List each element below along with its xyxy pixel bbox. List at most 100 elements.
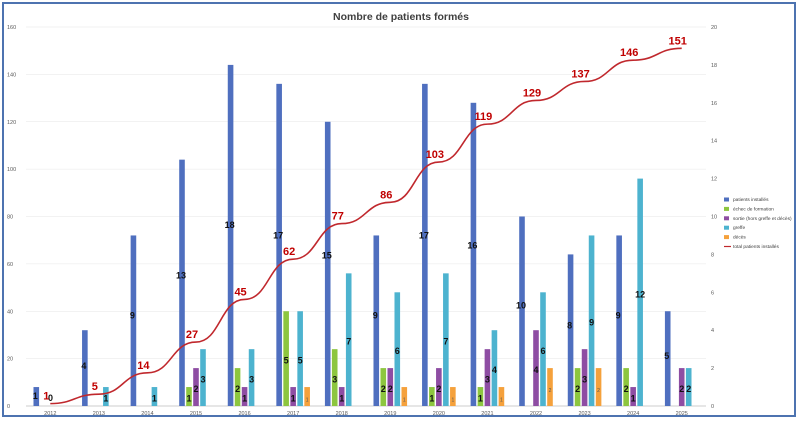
bar-greffe <box>394 292 401 406</box>
bar--chec-de-formation <box>574 368 581 406</box>
cumulative-value-label: 103 <box>426 149 444 161</box>
bar-greffe <box>103 387 109 406</box>
bar-data-label: 1 <box>500 398 503 404</box>
right-axis-tick-label: 6 <box>711 290 714 296</box>
x-tick-label: 2014 <box>141 411 153 415</box>
cumulative-value-label: 137 <box>571 68 589 80</box>
right-axis-tick-label: 20 <box>711 25 717 31</box>
left-axis-tick-label: 40 <box>7 309 13 315</box>
bar-greffe <box>588 235 595 406</box>
bar-greffe <box>151 387 158 406</box>
bar--chec-de-formation <box>186 387 192 406</box>
bar-data-label: 5 <box>298 356 303 366</box>
bar-patients-install-s <box>276 83 282 406</box>
cumulative-value-label: 129 <box>523 87 541 99</box>
bar--chec-de-formation <box>623 368 629 406</box>
zero-data-label: 0 <box>48 393 53 403</box>
right-axis-tick-label: 4 <box>711 328 714 334</box>
bar-data-label: 5 <box>284 356 289 366</box>
legend-label: échec de formation <box>733 206 774 212</box>
cumulative-line <box>50 47 682 405</box>
right-axis-tick-label: 18 <box>711 63 717 69</box>
bar-greffe <box>491 330 498 406</box>
right-axis-tick-label: 8 <box>711 252 714 258</box>
cumulative-value-label: 77 <box>332 211 344 223</box>
bar--chec-de-formation <box>477 387 484 406</box>
x-tick-label: 2023 <box>578 411 590 415</box>
bar-patients-install-s <box>33 387 40 406</box>
x-tick-label: 2013 <box>93 411 105 415</box>
bar-greffe <box>540 292 546 406</box>
left-axis-tick-label: 80 <box>7 215 13 221</box>
bars <box>33 64 692 407</box>
bar-data-label: 17 <box>273 230 283 240</box>
x-tick-label: 2015 <box>190 411 202 415</box>
left-axis-tick-label: 100 <box>7 167 16 173</box>
bar-data-label: 12 <box>635 289 645 299</box>
bar-greffe <box>248 349 255 406</box>
bar-data-label: 2 <box>679 384 684 394</box>
bar-d-c-s <box>304 387 310 406</box>
bar-sortie-hors-greffe-et-d-c-s- <box>193 368 199 406</box>
cumulative-value-label: 45 <box>234 286 246 298</box>
legend-label: greffe <box>733 225 746 231</box>
bar-greffe <box>297 311 303 406</box>
cumulative-value-label: 86 <box>380 189 392 201</box>
left-axis-tick-label: 160 <box>7 25 16 31</box>
bar-data-label: 18 <box>225 220 235 230</box>
bar-sortie-hors-greffe-et-d-c-s- <box>387 368 394 406</box>
right-axis-tick-label: 2 <box>711 366 714 372</box>
bar-data-label: 1 <box>478 394 483 404</box>
bar-data-label: 1 <box>306 398 309 404</box>
bar-data-label: 16 <box>467 240 477 250</box>
right-axis-tick-label: 14 <box>711 139 717 145</box>
bar-patients-install-s <box>373 235 380 406</box>
bar--chec-de-formation <box>234 368 241 406</box>
legend-swatch <box>724 225 729 230</box>
bar-data-label: 8 <box>567 321 572 331</box>
bar-data-label: 9 <box>130 311 135 321</box>
bar-patients-install-s <box>664 311 671 406</box>
bar-data-label: 2 <box>575 384 580 394</box>
bar-data-label: 2 <box>597 388 600 394</box>
cumulative-value-label: 1 <box>43 391 49 403</box>
cumulative-value-label: 14 <box>137 360 150 372</box>
bar-data-label: 5 <box>664 351 669 361</box>
left-axis-tick-label: 140 <box>7 72 16 78</box>
bar-data-label: 1 <box>33 391 38 401</box>
bar-d-c-s <box>595 368 602 406</box>
chart-frame: Nombre de patients formés 0 20 40 60 80 100 12… <box>2 2 796 417</box>
bar-data-label: 1 <box>451 398 454 404</box>
bar-data-label: 2 <box>686 384 691 394</box>
bar-patients-install-s <box>567 254 574 406</box>
gridlines <box>26 26 706 407</box>
bar-data-label: 3 <box>249 375 254 385</box>
right-axis-tick-label: 0 <box>711 404 714 410</box>
cumulative-value-label: 5 <box>92 381 98 393</box>
x-tick-label: 2025 <box>676 411 688 415</box>
bar-data-label: 7 <box>346 337 351 347</box>
right-axis-tick-label: 12 <box>711 177 717 183</box>
bar-sortie-hors-greffe-et-d-c-s- <box>436 368 442 406</box>
bar-data-label: 2 <box>193 384 198 394</box>
bar-patients-install-s <box>179 159 185 406</box>
x-axis: 2012 2013 2014 2015 2016 2017 2018 2019 2020 2021… <box>26 405 706 417</box>
bar-data-label: 1 <box>291 394 296 404</box>
bar-patients-install-s <box>324 121 331 406</box>
bar-greffe <box>200 349 206 406</box>
left-axis-tick-label: 60 <box>7 262 13 268</box>
bar-data-label: 9 <box>373 311 378 321</box>
left-axis-tick-label: 0 <box>7 404 10 410</box>
bar-data-label: 9 <box>616 311 621 321</box>
legend-swatch <box>724 216 729 221</box>
bar-data-label: 3 <box>582 375 587 385</box>
bar-sortie-hors-greffe-et-d-c-s- <box>338 387 345 406</box>
bar-sortie-hors-greffe-et-d-c-s- <box>630 387 636 406</box>
bar-data-label: 15 <box>322 250 332 260</box>
bar-sortie-hors-greffe-et-d-c-s- <box>290 387 296 406</box>
bar-data-label: 1 <box>339 394 344 404</box>
legend-swatch <box>724 235 729 240</box>
bar-sortie-hors-greffe-et-d-c-s- <box>533 330 539 406</box>
bar-data-label: 1 <box>631 394 636 404</box>
